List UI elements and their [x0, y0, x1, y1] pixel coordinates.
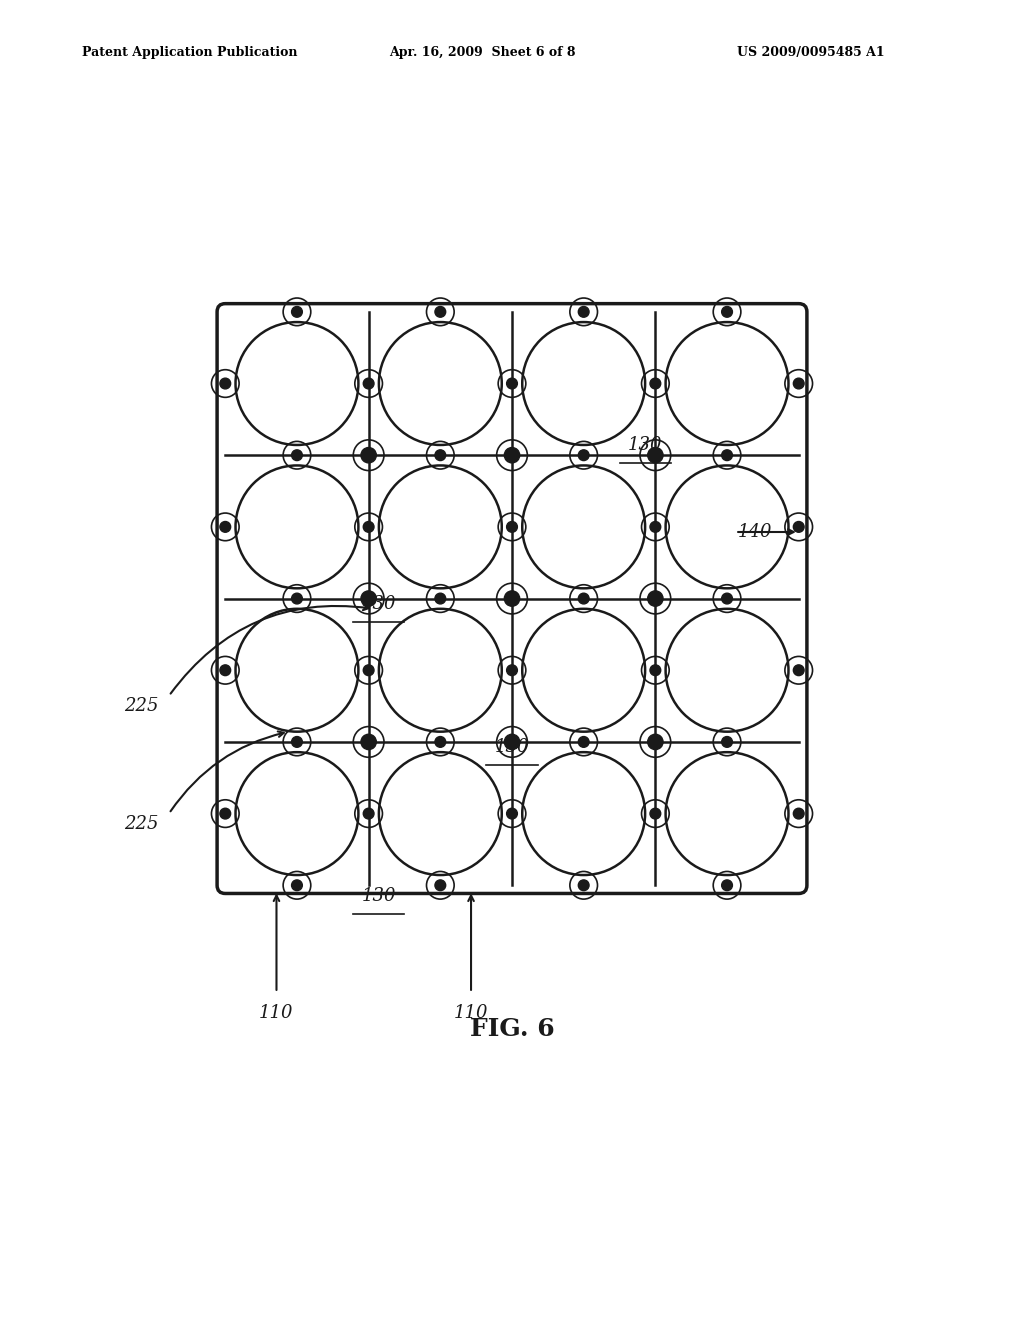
Circle shape	[507, 665, 517, 676]
Circle shape	[220, 521, 230, 532]
Text: 110: 110	[259, 1005, 294, 1022]
Circle shape	[364, 378, 374, 389]
Circle shape	[648, 734, 664, 750]
Circle shape	[794, 521, 804, 532]
Circle shape	[794, 808, 804, 818]
Circle shape	[435, 880, 445, 891]
Circle shape	[292, 593, 302, 605]
Text: 225: 225	[124, 697, 159, 715]
Circle shape	[650, 808, 660, 818]
Circle shape	[579, 593, 589, 605]
Text: 225: 225	[124, 814, 159, 833]
Circle shape	[364, 808, 374, 818]
Circle shape	[579, 880, 589, 891]
Text: 130: 130	[628, 436, 663, 454]
Circle shape	[650, 521, 660, 532]
Circle shape	[504, 591, 519, 606]
Circle shape	[360, 591, 377, 606]
Text: 110: 110	[454, 1005, 488, 1022]
Circle shape	[507, 521, 517, 532]
Circle shape	[292, 737, 302, 747]
Circle shape	[650, 378, 660, 389]
Circle shape	[722, 593, 732, 605]
Circle shape	[364, 521, 374, 532]
Circle shape	[292, 450, 302, 461]
Circle shape	[435, 306, 445, 317]
Circle shape	[292, 880, 302, 891]
Circle shape	[360, 734, 377, 750]
Text: US 2009/0095485 A1: US 2009/0095485 A1	[737, 46, 885, 59]
Circle shape	[292, 306, 302, 317]
Circle shape	[220, 665, 230, 676]
Circle shape	[722, 880, 732, 891]
Text: 130: 130	[361, 887, 396, 904]
Circle shape	[579, 737, 589, 747]
Circle shape	[504, 734, 519, 750]
Circle shape	[220, 808, 230, 818]
FancyBboxPatch shape	[217, 304, 807, 894]
Circle shape	[507, 378, 517, 389]
Text: Apr. 16, 2009  Sheet 6 of 8: Apr. 16, 2009 Sheet 6 of 8	[389, 46, 575, 59]
Circle shape	[504, 447, 519, 463]
Circle shape	[220, 378, 230, 389]
Text: FIG. 6: FIG. 6	[470, 1016, 554, 1040]
Circle shape	[364, 665, 374, 676]
Circle shape	[360, 447, 377, 463]
Circle shape	[722, 306, 732, 317]
Circle shape	[507, 808, 517, 818]
Circle shape	[435, 737, 445, 747]
Circle shape	[579, 306, 589, 317]
Text: 130: 130	[361, 595, 396, 612]
Circle shape	[579, 450, 589, 461]
Text: Patent Application Publication: Patent Application Publication	[82, 46, 297, 59]
Circle shape	[648, 591, 664, 606]
Circle shape	[435, 450, 445, 461]
Circle shape	[648, 447, 664, 463]
Circle shape	[650, 665, 660, 676]
Circle shape	[722, 450, 732, 461]
Circle shape	[722, 737, 732, 747]
Circle shape	[794, 665, 804, 676]
Text: 130: 130	[495, 738, 529, 756]
Circle shape	[794, 378, 804, 389]
Text: 140: 140	[737, 523, 772, 541]
Circle shape	[435, 593, 445, 605]
